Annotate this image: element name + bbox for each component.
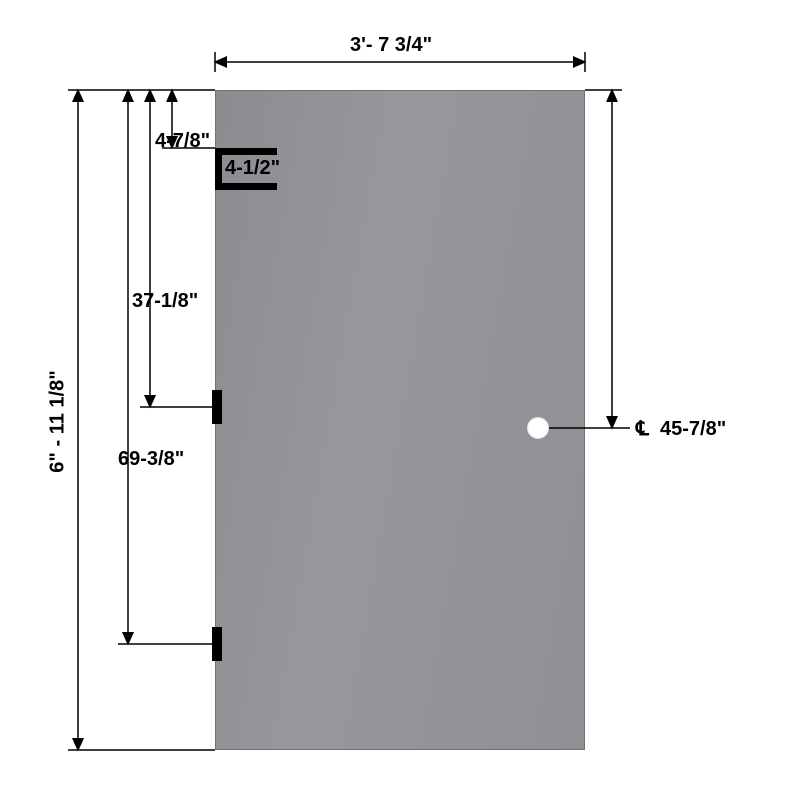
hinge-middle [212, 390, 222, 424]
dim-mid-hinge: 37-1/8" [132, 290, 198, 313]
dim-height-label: 6" - 11 1/8" [47, 362, 70, 482]
door-knob-hole [527, 417, 549, 439]
hinge-bottom [212, 627, 222, 661]
dim-hinge-size: 4-1/2" [225, 157, 280, 180]
centerline-symbol: ℄ [636, 416, 649, 441]
dim-knob-centerline: 45-7/8" [660, 418, 726, 441]
dim-bottom-hinge: 69-3/8" [118, 448, 184, 471]
door-dimension-diagram: 3'- 7 3/4" 6" - 11 1/8" 4-7/8" 4-1/2" 37… [0, 0, 800, 800]
dim-top-hinge-offset: 4-7/8" [155, 130, 210, 153]
dim-width-label: 3'- 7 3/4" [350, 34, 432, 57]
